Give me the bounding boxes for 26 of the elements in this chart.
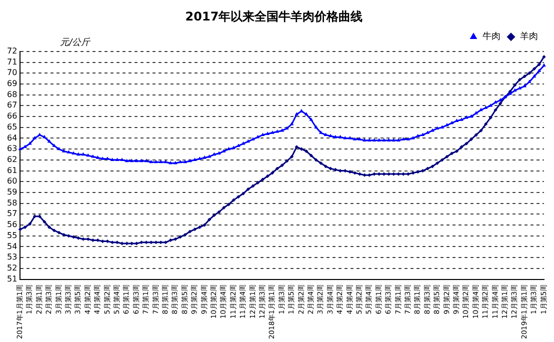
y-tick-label: 61 <box>6 166 18 175</box>
y-tick-label: 55 <box>6 230 18 240</box>
y-tick-label: 54 <box>6 242 18 251</box>
y-tick-label: 64 <box>6 133 18 142</box>
y-axis-title: 元/公斤 <box>60 37 92 48</box>
y-tick-label: 68 <box>6 90 18 99</box>
y-tick-label: 60 <box>6 176 18 186</box>
y-tick-label: 58 <box>6 198 18 208</box>
y-tick-label: 72 <box>6 46 18 56</box>
chart-title: 2017年以来全国牛羊肉价格曲线 <box>185 9 363 24</box>
y-tick-label: 51 <box>6 274 18 284</box>
y-tick-label: 67 <box>6 100 18 110</box>
y-tick-label: 71 <box>6 57 18 66</box>
y-tick-label: 59 <box>6 188 18 197</box>
y-tick-label: 66 <box>6 112 18 121</box>
y-tick-label: 69 <box>6 79 18 88</box>
y-tick-label: 65 <box>6 122 18 132</box>
legend-label: 牛肉 <box>482 31 500 42</box>
y-tick-label: 53 <box>6 252 18 262</box>
legend-label: 羊肉 <box>520 31 538 42</box>
y-tick-label: 62 <box>6 154 18 164</box>
y-tick-label: 57 <box>6 209 18 218</box>
y-tick-label: 52 <box>6 264 18 273</box>
y-tick-label: 63 <box>6 144 18 154</box>
y-tick-label: 56 <box>6 220 18 230</box>
y-tick-label: 70 <box>6 68 18 78</box>
